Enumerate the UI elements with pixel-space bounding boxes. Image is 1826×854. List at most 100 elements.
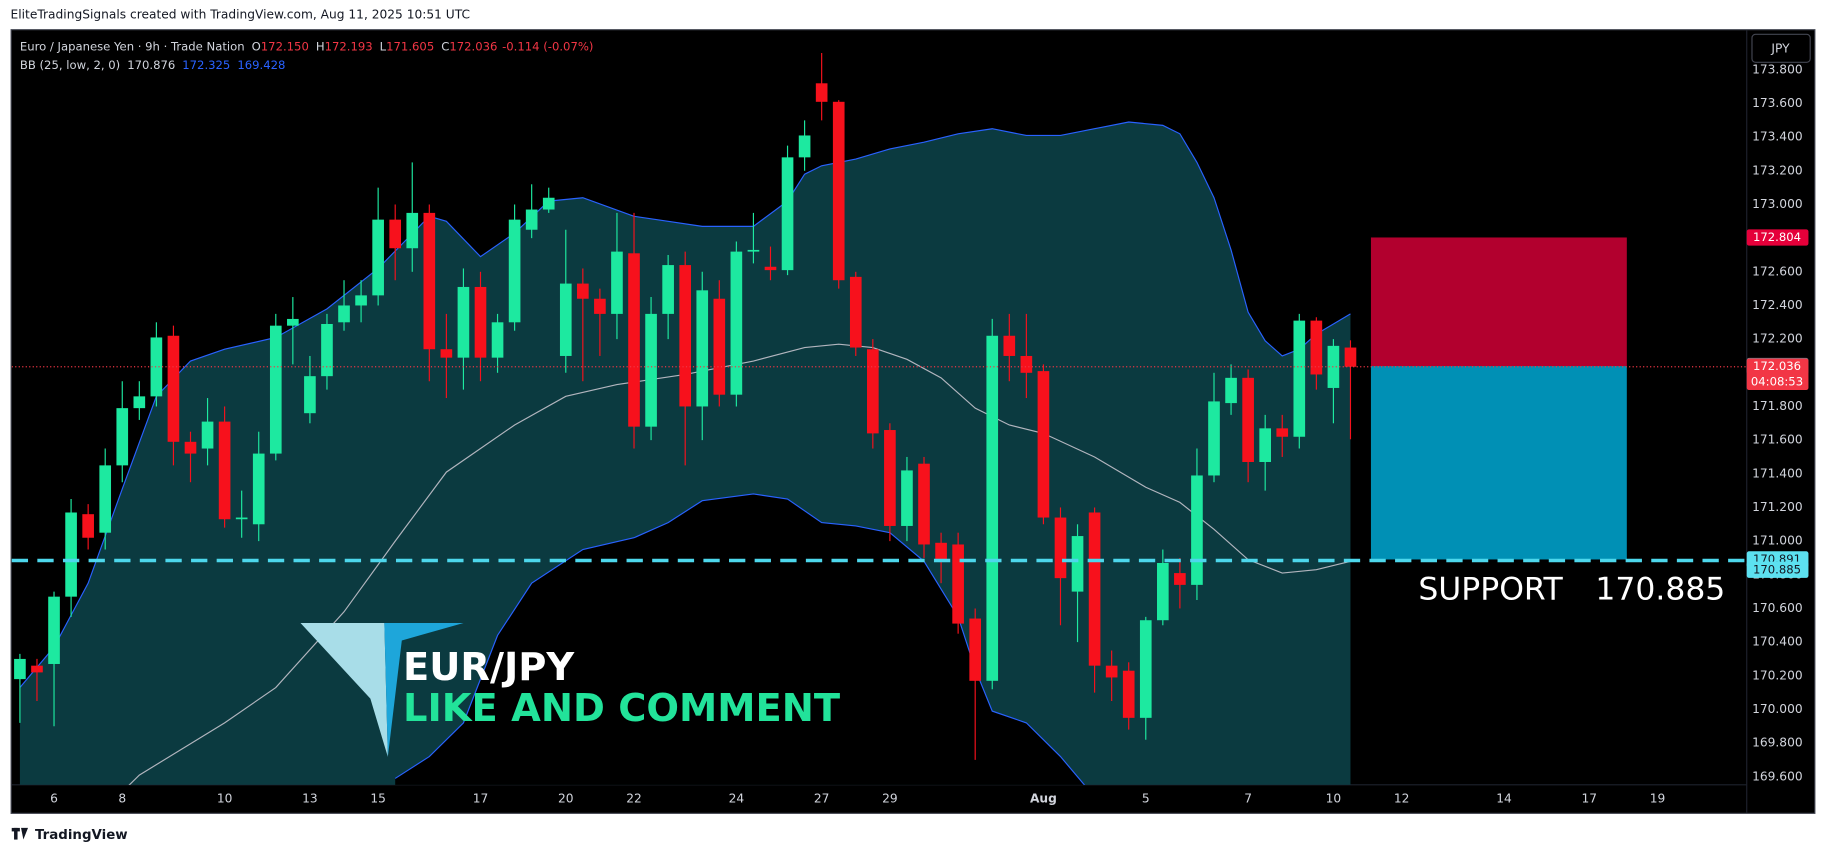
candle-body (116, 408, 129, 466)
stop-tag-label: 172.804 (1753, 230, 1801, 244)
x-tick-label: 24 (729, 791, 745, 805)
candle-body (304, 376, 316, 414)
x-tick-label: 27 (814, 791, 830, 805)
indicator-value: 172.325 (182, 58, 230, 72)
candle-body (645, 313, 657, 427)
candle-body (1088, 512, 1101, 666)
logo-wedge (21, 827, 29, 840)
candle-body (389, 219, 402, 249)
x-tick-label: 12 (1394, 791, 1410, 805)
candle-body (884, 430, 896, 526)
candle-body (1191, 475, 1203, 585)
candle-body (867, 349, 879, 434)
candle-body (1327, 345, 1340, 388)
candle-body (935, 542, 947, 560)
candle-body (1310, 320, 1323, 375)
legend-indicator: BB (25, low, 2, 0) 170.876 172.325 169.428 (20, 58, 286, 72)
last-price-label: 172.036 (1753, 359, 1801, 373)
candle-body (1037, 371, 1050, 518)
plot (11, 52, 1747, 785)
x-tick-label: 5 (1142, 791, 1150, 805)
candle-body (372, 219, 384, 296)
legend-key: C (441, 39, 449, 53)
x-tick-label: 20 (558, 791, 574, 805)
candle-body (815, 83, 828, 102)
credit: EliteTradingSignals created with Trading… (11, 8, 470, 22)
candle-body (201, 421, 214, 449)
band-line (19, 121, 1351, 688)
candle-body (594, 298, 606, 314)
candle-body (525, 209, 538, 230)
candle-body (542, 197, 555, 210)
currency-button[interactable] (1751, 33, 1811, 63)
x-tick-label: 22 (626, 791, 642, 805)
candle-body (662, 265, 674, 314)
candle-body (218, 421, 231, 520)
candle-body (730, 251, 743, 395)
x-tick-label: 10 (1326, 791, 1342, 805)
y-tick-label: 170.600 (1752, 601, 1803, 615)
candle-body (559, 283, 572, 356)
candle-body (1054, 517, 1067, 579)
logo-left (300, 622, 388, 757)
candle-body (167, 335, 180, 442)
legend-value: 172.150 (261, 39, 309, 53)
candle-body (82, 514, 94, 538)
candle-body (321, 323, 333, 377)
support-label: SUPPORT (1418, 572, 1563, 608)
candle-body (1276, 428, 1289, 437)
x-tick-label: Aug (1030, 791, 1057, 805)
x-tick-label: 15 (370, 791, 386, 805)
candle-body (457, 286, 470, 358)
candle-body (798, 135, 811, 158)
footer-brand: TradingView (35, 828, 128, 843)
support-value: 170.885 (1595, 572, 1725, 608)
y-tick-label: 172.200 (1752, 332, 1803, 346)
candle-body (1003, 335, 1016, 356)
candle-body (1208, 401, 1220, 476)
candle-body (269, 325, 282, 454)
candle-body (1071, 536, 1084, 592)
band-line (394, 493, 1086, 785)
legend-change: -0.114 (-0.07%) (502, 39, 593, 53)
candle-body (628, 253, 640, 427)
candle-body (440, 349, 453, 358)
candle-body (1105, 665, 1118, 678)
y-tick-label: 171.400 (1752, 466, 1803, 480)
x-tick-label: 10 (217, 791, 233, 805)
candle-body (65, 512, 77, 597)
y-tick-label: 171.800 (1752, 399, 1803, 413)
y-tick-label: 170.000 (1752, 702, 1803, 716)
x-tick-label: 29 (882, 791, 898, 805)
candle-body (508, 219, 521, 323)
candle-body (48, 596, 60, 664)
candle-body (764, 266, 777, 271)
indicator-value: 170.876 (127, 58, 175, 72)
legend-key: L (380, 39, 387, 53)
candle-body (952, 544, 964, 624)
watermark-title: EUR/JPY (403, 645, 575, 690)
y-tick-label: 173.400 (1752, 130, 1803, 144)
indicator-value: 169.428 (237, 58, 285, 72)
support-tag-label: 170.885 (1753, 562, 1801, 576)
band-below (395, 493, 1085, 785)
y-tick-label: 172.400 (1752, 298, 1803, 312)
watermark-subtitle: LIKE AND COMMENT (403, 686, 840, 731)
candle-body (287, 318, 299, 326)
x-tick-label: 17 (1582, 791, 1598, 805)
candle-body (150, 337, 163, 397)
candle-body (355, 295, 367, 306)
legend-key: O (252, 39, 261, 53)
stop-zone (1370, 237, 1627, 367)
candle-body (1344, 347, 1357, 367)
candle-body (184, 441, 197, 454)
x-tick-label: 19 (1650, 791, 1666, 805)
candle-body (849, 276, 862, 348)
currency-label[interactable]: JPY (1770, 41, 1790, 55)
candle-body (406, 212, 419, 249)
candle-body (1020, 355, 1033, 373)
candle-body (918, 463, 930, 545)
y-tick-label: 170.400 (1752, 635, 1803, 649)
